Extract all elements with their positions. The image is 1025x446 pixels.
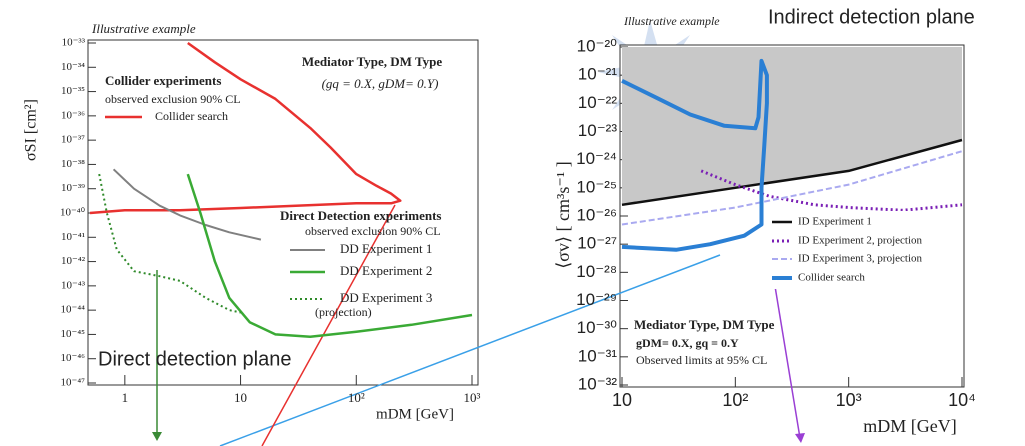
y-tick-label: 10⁻⁴⁵ <box>61 328 86 340</box>
legend-label: ID Experiment 1 <box>798 216 872 228</box>
annotation: Observed limits at 95% CL <box>636 353 767 367</box>
y-tick-label: 10⁻⁴⁶ <box>61 352 86 364</box>
series-line <box>700 169 963 212</box>
y-tick-label: 10⁻²³ <box>578 121 618 140</box>
decor-blue-line <box>219 254 721 446</box>
y-tick-label: 10⁻²⁵ <box>576 177 617 196</box>
y-tick-label: 10⁻³² <box>578 374 618 393</box>
y-tick-label: 10⁻²⁹ <box>576 290 617 309</box>
y-tick-label: 10⁻³⁵ <box>61 85 85 97</box>
series-line <box>621 58 769 252</box>
y-tick-label: 10⁻³⁴ <box>61 61 85 73</box>
series-line <box>186 173 473 339</box>
legend-label: Collider search <box>798 272 865 284</box>
annotation: observed exclusion 90% CL <box>105 92 241 106</box>
y-tick-label: 10⁻²² <box>578 93 618 112</box>
annotation: Mediator Type, DM Type <box>302 54 443 69</box>
x-tick-label: 1 <box>122 390 129 405</box>
legend-label: DD Experiment 1 <box>340 241 432 256</box>
y-axis-label: σSI [cm²] <box>23 99 40 161</box>
series-line <box>621 150 963 226</box>
y-tick-label: 10⁻³⁰ <box>577 318 618 337</box>
y-tick-label: 10⁻²⁷ <box>577 234 617 253</box>
y-tick-label: 10⁻²⁰ <box>577 36 618 55</box>
y-axis-label: ⟨σv⟩ [ cm³s⁻¹ ] <box>553 161 573 269</box>
left-plot-frame <box>87 39 479 386</box>
legend-box <box>766 211 956 289</box>
y-tick-label: 10⁻⁴¹ <box>61 231 85 243</box>
annotation: Direct Detection experiments <box>280 208 441 223</box>
annotation: Direct detection plane <box>98 348 291 370</box>
y-tick-label: 10⁻³⁶ <box>61 109 85 121</box>
y-tick-label: 10⁻⁴² <box>61 255 86 267</box>
x-tick-label: 10³ <box>836 390 862 410</box>
y-tick-label: 10⁻²¹ <box>578 65 618 84</box>
x-tick-label: 10² <box>348 390 365 405</box>
series-line <box>112 168 262 241</box>
x-tick-label: 10² <box>722 390 748 410</box>
series-line <box>89 41 402 215</box>
y-tick-label: 10⁻³⁷ <box>61 134 85 146</box>
legend-label: DD Experiment 2 <box>340 263 432 278</box>
legend-label: ID Experiment 2, projection <box>798 235 923 247</box>
annotation: gDM= 0.X, gq = 0.Y <box>636 336 739 350</box>
annotation: observed exclusion 90% CL <box>305 224 441 238</box>
y-tick-label: 10⁻²⁸ <box>576 262 617 281</box>
y-tick-label: 10⁻³¹ <box>578 346 618 365</box>
decor-red-line <box>261 204 396 446</box>
y-tick-label: 10⁻⁴⁴ <box>61 304 86 316</box>
annotation: Indirect detection plane <box>768 6 975 28</box>
y-tick-label: 10⁻⁴³ <box>61 279 86 291</box>
annotation: (projection) <box>315 305 372 319</box>
annotation: Illustrative example <box>623 14 720 28</box>
annotation: (gq = 0.X, gDM= 0.Y) <box>322 76 439 91</box>
decor-green-arrowhead <box>152 432 162 441</box>
annotation: Mediator Type, DM Type <box>634 317 775 332</box>
legend-label: Collider search <box>155 109 228 123</box>
annotation: Illustrative example <box>91 21 196 36</box>
x-tick-label: 10 <box>234 390 247 405</box>
series-line <box>98 173 241 314</box>
x-tick-label: 10 <box>612 390 632 410</box>
legend-label: DD Experiment 3 <box>340 290 432 305</box>
y-tick-label: 10⁻⁴⁰ <box>60 207 86 219</box>
decor-purple-arrow <box>771 267 801 439</box>
y-tick-label: 10⁻³⁸ <box>61 158 85 170</box>
y-tick-label: 10⁻²⁴ <box>576 149 617 168</box>
y-tick-label: 10⁻²⁶ <box>576 205 617 224</box>
annotation: Collider experiments <box>105 73 221 88</box>
x-tick-label: 10⁴ <box>948 390 976 410</box>
series-line <box>621 138 963 207</box>
x-tick-label: 10³ <box>464 390 481 405</box>
x-axis-label: mDM [GeV] <box>376 406 454 422</box>
y-tick-label: 10⁻³⁹ <box>61 182 85 194</box>
y-tick-label: 10⁻⁴⁷ <box>61 377 86 389</box>
y-tick-label: 10⁻³³ <box>62 37 86 49</box>
legend-label: ID Experiment 3, projection <box>798 253 923 265</box>
excluded-region <box>622 47 962 205</box>
decor-purple-arrowhead <box>795 433 805 443</box>
x-axis-label: mDM [GeV] <box>863 416 956 436</box>
